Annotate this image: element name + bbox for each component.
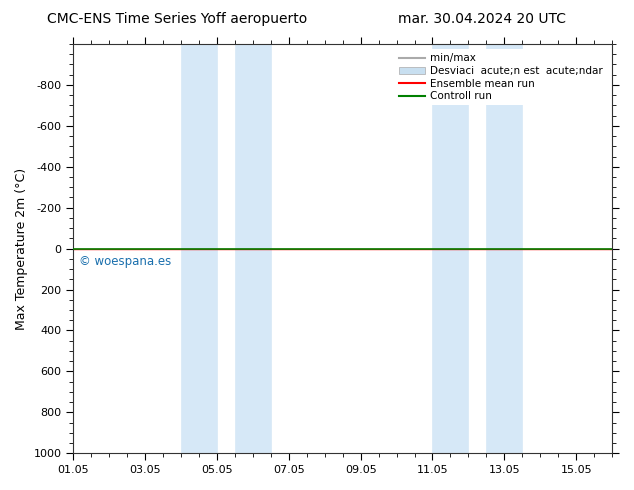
Text: © woespana.es: © woespana.es bbox=[79, 255, 171, 268]
Text: mar. 30.04.2024 20 UTC: mar. 30.04.2024 20 UTC bbox=[398, 12, 566, 26]
Text: CMC-ENS Time Series Yoff aeropuerto: CMC-ENS Time Series Yoff aeropuerto bbox=[48, 12, 307, 26]
Y-axis label: Max Temperature 2m (°C): Max Temperature 2m (°C) bbox=[15, 168, 28, 330]
Legend: min/max, Desviaci  acute;n est  acute;ndar, Ensemble mean run, Controll run: min/max, Desviaci acute;n est acute;ndar… bbox=[394, 49, 607, 105]
Bar bbox=[486, 44, 522, 453]
Bar bbox=[181, 44, 217, 453]
Bar bbox=[235, 44, 271, 453]
Bar bbox=[432, 44, 469, 453]
